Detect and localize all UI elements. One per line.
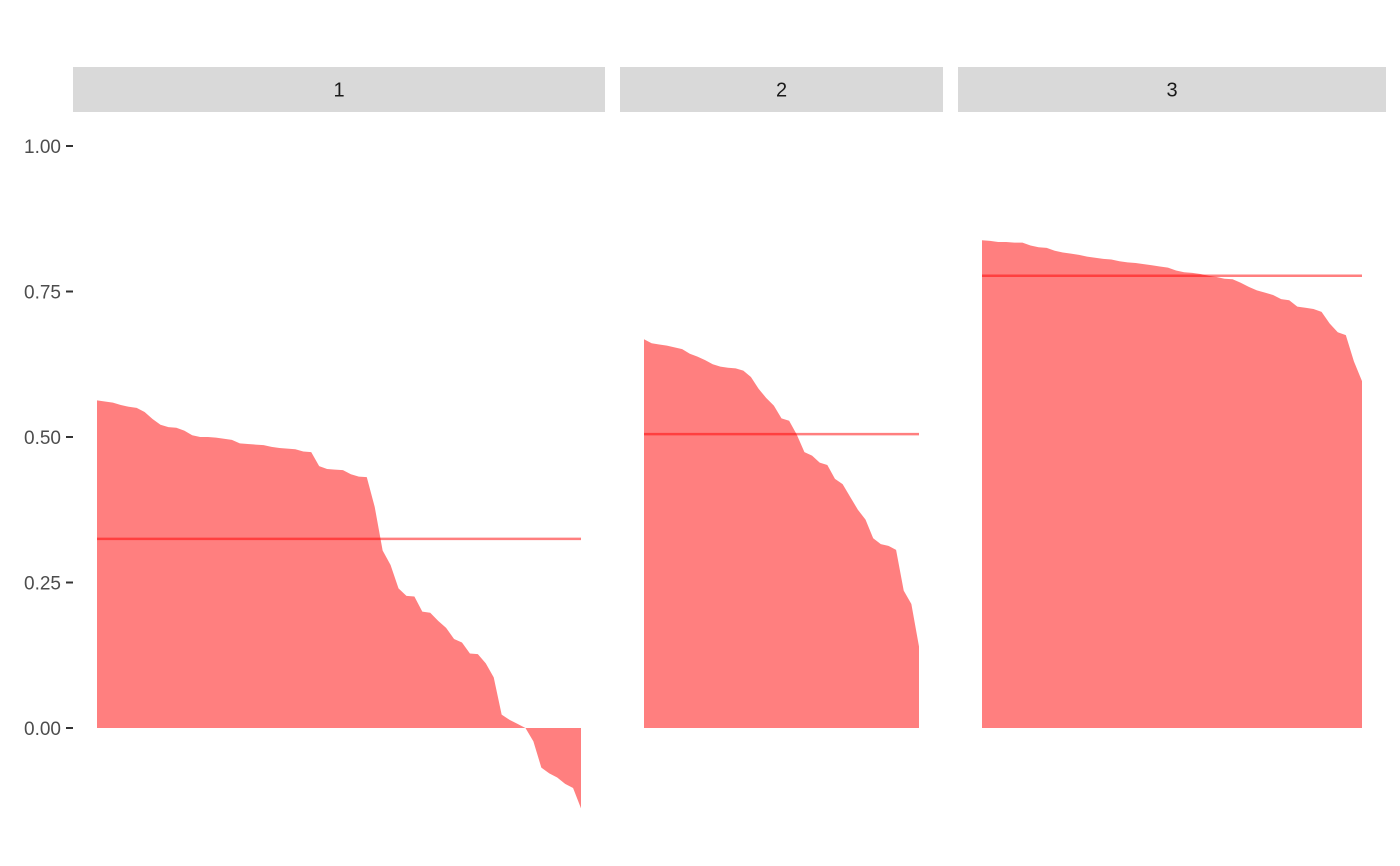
facet-strip-label: 1 [333, 80, 344, 102]
area-series [644, 339, 919, 728]
facet-strip-label: 2 [776, 80, 787, 102]
facet-panels: 1 2 3 [73, 67, 1386, 809]
y-tick-label: 0.00 [24, 719, 61, 740]
y-tick-label: 0.25 [24, 574, 61, 595]
area-series [97, 400, 581, 809]
facet-strip [620, 67, 943, 112]
y-axis: 0.00 0.25 0.50 0.75 1.00 [24, 137, 73, 740]
area-series [982, 240, 1362, 728]
y-tick-label: 1.00 [24, 137, 61, 158]
y-tick-label: 0.75 [24, 283, 61, 304]
facet-panel-2: 2 [620, 67, 943, 728]
facet-panel-3: 3 [958, 67, 1386, 728]
facet-strip [73, 67, 605, 112]
facet-strip [958, 67, 1386, 112]
facet-strip-label: 3 [1166, 80, 1177, 102]
facet-panel-1: 1 [73, 67, 605, 809]
y-tick-label: 0.50 [24, 428, 61, 449]
